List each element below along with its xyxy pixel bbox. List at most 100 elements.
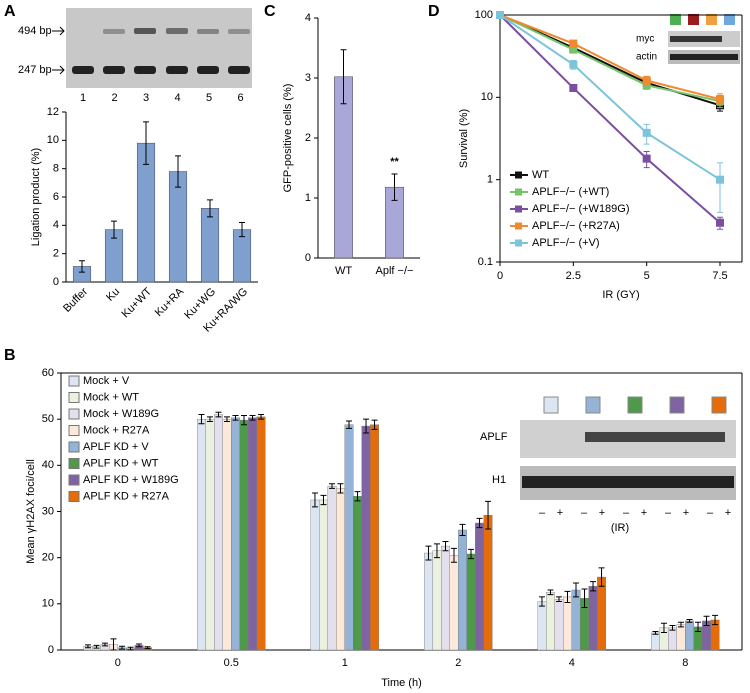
error-bar [581,588,588,609]
lane-label: 4 [174,92,180,104]
legend-swatch [68,375,80,387]
bar [563,596,572,651]
bar [597,576,606,651]
annotation: ** [390,156,399,168]
marker [569,39,578,48]
x-tick-label: 0 [115,657,121,669]
blot-squares [543,396,727,414]
legend-label: WT [532,169,549,181]
x-tick-label: Ku+WT [120,285,155,320]
y-tick-label: 0 [305,252,311,264]
legend-label: APLF−/− (+W189G) [532,203,630,215]
blot-band [585,432,725,442]
y-tick-label: 4 [53,219,59,231]
bar [651,632,660,651]
blot-band [670,54,738,60]
error-bar [712,614,719,626]
y-axis-label: Survival (%) [458,109,470,168]
legend-marker [515,222,522,230]
legend-label: Mock + WT [83,391,139,403]
legend-label: Mock + R27A [83,424,150,436]
bar [588,586,598,651]
panel-letter: C [264,3,276,20]
gel-marker: 494 bp [18,25,52,37]
y-tick-label: 10 [42,598,54,610]
bar [361,425,371,651]
series-line [499,14,721,224]
y-tick-label: 4 [305,12,311,24]
error-bar [101,642,108,647]
error-bar [136,643,143,648]
bar [571,589,581,651]
y-tick-label: 8 [53,163,59,175]
blot-squares [670,14,735,25]
legend-label: Mock + V [83,375,130,387]
y-tick-label: 2 [305,132,311,144]
x-tick-label: 0.5 [224,657,239,669]
treatment-sign: – [623,507,630,519]
x-tick-label: 7.5 [712,270,727,282]
error-bar [337,483,344,494]
x-tick-label: Ku [104,286,122,304]
arrow [52,26,65,75]
treatment-sign: – [581,507,588,519]
error-bar [79,260,85,273]
error-bar [717,162,723,213]
error-bar [485,500,492,530]
error-bar [425,545,432,561]
error-bar [703,615,710,627]
legend-swatch [68,392,80,403]
bar [256,416,266,651]
bar [196,418,206,651]
x-tick-label: 0 [497,270,503,282]
y-tick-label: 30 [42,505,54,517]
bar [168,171,188,283]
bar [231,417,240,651]
bar [432,550,442,651]
legend-label: APLF KD + V [83,441,149,453]
error-bar [119,645,126,650]
error-bar [223,416,230,422]
x-axis-label: Time (h) [381,677,422,689]
y-tick-label: 20 [42,552,54,564]
treatment-sign: – [665,507,672,519]
error-bar [111,220,117,239]
bar [232,229,252,283]
treatment-sign: + [683,507,689,519]
marker [716,95,724,104]
y-tick-label: 60 [42,367,54,379]
error-bar [340,49,347,105]
y-tick-label: 1 [487,174,493,186]
gel-bands-faint [103,28,250,34]
y-tick-label: 10 [481,91,493,103]
error-bar [328,483,335,489]
error-bar [144,646,151,650]
panel-letter: D [428,3,440,20]
lane-label: 5 [206,92,212,104]
error-bar [450,547,457,563]
error-bar [127,646,134,651]
legend-swatch [68,458,80,469]
error-bar [175,155,181,188]
lane-label: 2 [111,92,117,104]
bar [441,545,450,651]
x-tick-label: 2 [455,657,461,669]
bar [554,599,564,651]
error-bar [371,419,378,430]
x-tick-label: 5 [644,270,650,282]
error-bar [459,523,466,537]
error-bar [363,418,370,434]
error-bar [239,222,245,238]
y-tick-label: 12 [47,106,59,118]
error-bar [311,492,318,508]
treatment-sign: + [599,507,605,519]
y-tick-label: 0 [53,276,59,288]
treatment-sign: + [641,507,647,519]
blot-label: actin [636,52,657,63]
y-tick-label: 0 [48,644,54,656]
error-bar [686,619,693,623]
y-tick-label: 40 [42,459,54,471]
legend-label: APLF KD + W189G [83,474,179,486]
bar [336,488,345,651]
bar [319,499,328,651]
